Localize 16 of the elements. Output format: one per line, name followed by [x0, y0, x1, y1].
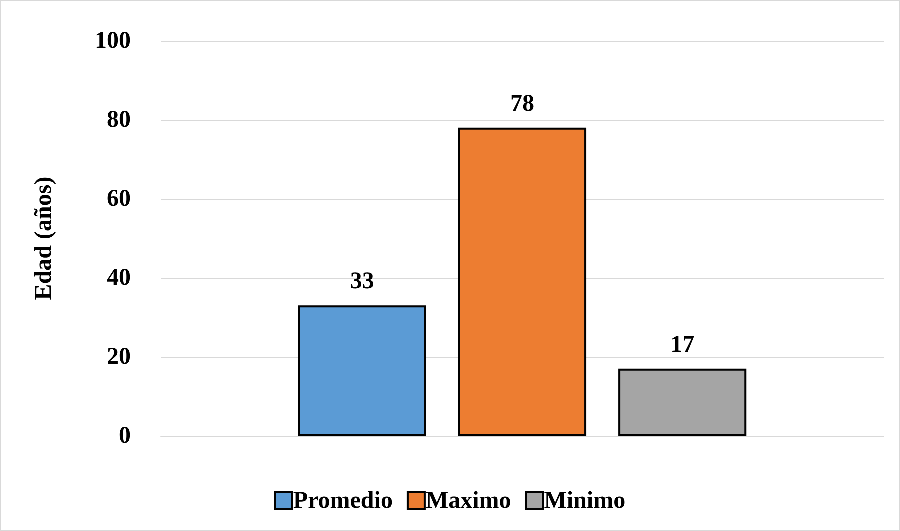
- data-label: 17: [670, 332, 695, 358]
- y-tick-label: 60: [107, 186, 131, 212]
- y-tick-label: 20: [107, 344, 131, 370]
- legend-label: Minimo: [544, 488, 626, 514]
- y-tick-label: 40: [107, 265, 131, 291]
- bar: [458, 128, 587, 436]
- bar: [618, 368, 747, 436]
- legend-label: Promedio: [293, 488, 393, 514]
- bar: [298, 306, 426, 436]
- y-axis-title: Edad (años): [31, 176, 57, 300]
- legend-label: Maximo: [426, 488, 512, 514]
- data-label: 33: [350, 268, 374, 295]
- data-label: 78: [510, 90, 534, 117]
- y-tick-label: 100: [95, 28, 131, 54]
- y-tick-label: 0: [119, 423, 131, 449]
- y-tick-label: 80: [107, 107, 131, 133]
